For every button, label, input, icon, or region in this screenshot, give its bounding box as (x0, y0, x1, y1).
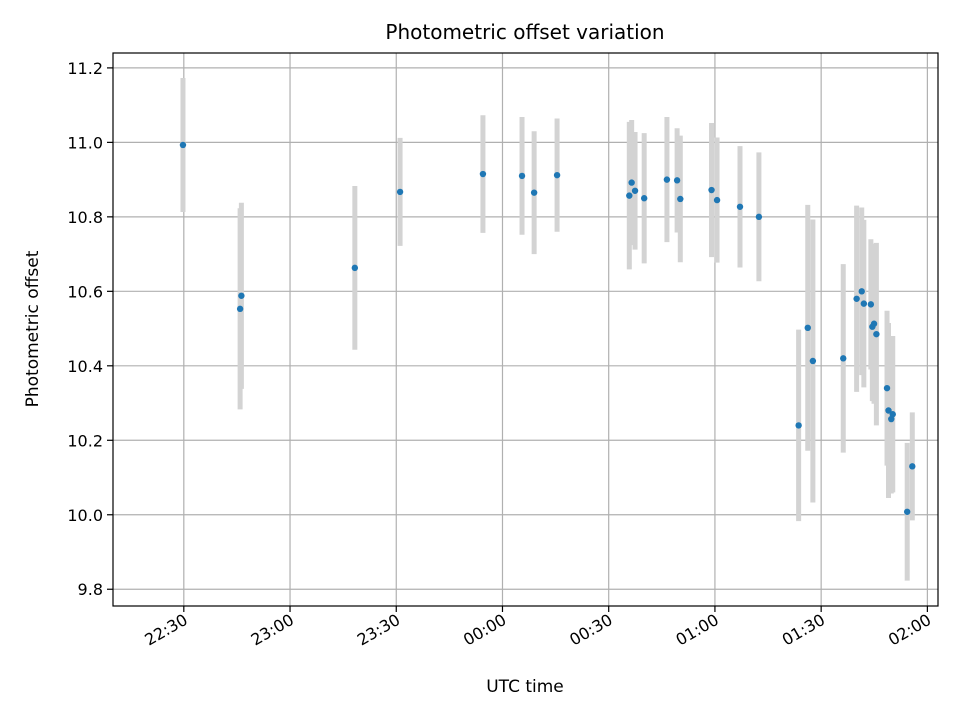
data-point (179, 141, 187, 149)
data-point (238, 292, 245, 299)
data-point (840, 355, 847, 362)
data-point (883, 384, 891, 392)
y-tick-label: 10.6 (67, 282, 103, 301)
data-point (713, 196, 721, 204)
x-axis-title: UTC time (486, 677, 564, 697)
data-point (530, 189, 538, 196)
data-point (889, 411, 896, 418)
data-point (708, 186, 715, 194)
data-point (870, 320, 878, 327)
data-point (640, 195, 648, 202)
data-point (853, 295, 860, 302)
data-point (809, 357, 817, 365)
data-point (631, 187, 639, 194)
y-tick-label: 10.0 (67, 506, 103, 525)
data-point (663, 176, 671, 183)
data-point (236, 305, 244, 313)
data-point (736, 203, 744, 210)
y-axis-title: Photometric offset (23, 250, 43, 407)
data-point (479, 170, 487, 178)
data-point (626, 192, 633, 199)
data-point (628, 179, 635, 186)
chart-title: Photometric offset variation (385, 20, 664, 44)
data-point (804, 324, 811, 332)
data-point (867, 301, 875, 308)
data-point (885, 407, 892, 414)
data-point (903, 508, 911, 515)
data-point (677, 195, 684, 203)
data-point (873, 330, 880, 338)
data-points (179, 141, 916, 515)
y-tick-label: 9.8 (78, 580, 103, 599)
data-point (858, 288, 865, 295)
plot-frame (112, 52, 939, 607)
y-tick-label: 10.2 (67, 431, 103, 450)
y-tick-label: 10.8 (67, 208, 103, 227)
data-point (553, 171, 561, 179)
data-point (396, 188, 404, 196)
data-point (518, 172, 526, 180)
y-tick-label: 11.2 (67, 59, 103, 78)
data-point (888, 415, 895, 423)
y-tick-label: 10.4 (67, 357, 103, 376)
data-point (795, 422, 802, 429)
data-point (673, 177, 681, 184)
data-point (351, 264, 359, 272)
data-point (909, 463, 916, 470)
y-tick-label: 11.0 (67, 133, 103, 152)
data-point (860, 300, 868, 307)
data-point (755, 213, 763, 221)
